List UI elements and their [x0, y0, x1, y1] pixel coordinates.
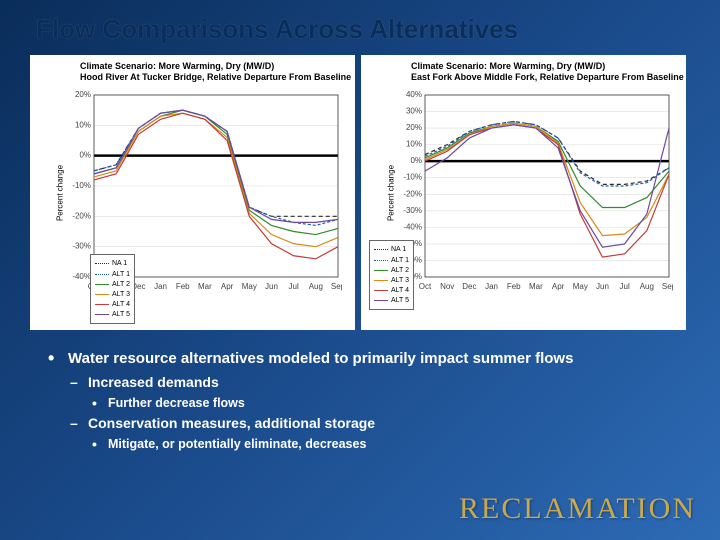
svg-text:Jun: Jun — [265, 282, 278, 291]
legend-item: ALT 1 — [374, 256, 409, 265]
left-legend: NA 1 ALT 1ALT 2ALT 3ALT 4ALT 5 — [90, 254, 135, 324]
svg-text:Aug: Aug — [309, 282, 323, 291]
svg-text:-10%: -10% — [403, 173, 422, 182]
right-chart-panel: Climate Scenario: More Warming, Dry (MW/… — [361, 55, 686, 330]
svg-text:-20%: -20% — [403, 189, 422, 198]
svg-text:May: May — [242, 282, 257, 291]
svg-text:Sep: Sep — [662, 282, 673, 291]
svg-text:10%: 10% — [75, 120, 91, 129]
svg-text:0%: 0% — [410, 156, 422, 165]
svg-text:Feb: Feb — [507, 282, 521, 291]
right-y-axis-label: Percent change — [387, 164, 396, 220]
page-title: Flow Comparisons Across Alternatives — [0, 0, 720, 45]
svg-text:-10%: -10% — [72, 181, 91, 190]
legend-item: ALT 3 — [95, 290, 130, 299]
svg-text:Jan: Jan — [154, 282, 167, 291]
svg-text:May: May — [573, 282, 588, 291]
right-chart-svg: -70%-60%-50%-40%-30%-20%-10%0%10%20%30%4… — [403, 91, 673, 291]
svg-text:Jul: Jul — [620, 282, 630, 291]
svg-text:-20%: -20% — [72, 211, 91, 220]
legend-item: ALT 3 — [374, 276, 409, 285]
svg-text:10%: 10% — [406, 140, 422, 149]
bullet-1b: Conservation measures, additional storag… — [48, 414, 680, 434]
bullet-1: Water resource alternatives modeled to p… — [48, 348, 680, 369]
legend-item: NA 1 — [95, 259, 130, 268]
svg-text:Jul: Jul — [289, 282, 299, 291]
svg-text:Mar: Mar — [529, 282, 543, 291]
svg-text:Feb: Feb — [176, 282, 190, 291]
bullet-1b1: Mitigate, or potentially eliminate, decr… — [48, 436, 680, 454]
svg-text:Nov: Nov — [440, 282, 454, 291]
legend-item: ALT 1 — [95, 270, 130, 279]
svg-text:-40%: -40% — [72, 272, 91, 281]
right-chart-title-l1: Climate Scenario: More Warming, Dry (MW/… — [411, 61, 686, 72]
legend-item: ALT 4 — [374, 286, 409, 295]
svg-text:40%: 40% — [406, 91, 422, 99]
left-chart-title: Climate Scenario: More Warming, Dry (MW/… — [30, 55, 355, 84]
left-chart-title-l1: Climate Scenario: More Warming, Dry (MW/… — [80, 61, 355, 72]
svg-text:30%: 30% — [406, 107, 422, 116]
charts-row: Climate Scenario: More Warming, Dry (MW/… — [0, 45, 720, 330]
svg-text:Jan: Jan — [485, 282, 498, 291]
legend-item: ALT 2 — [374, 266, 409, 275]
legend-item: ALT 2 — [95, 280, 130, 289]
svg-text:-40%: -40% — [403, 222, 422, 231]
svg-text:Oct: Oct — [419, 282, 432, 291]
right-chart-title-l2: East Fork Above Middle Fork, Relative De… — [411, 72, 686, 83]
svg-text:-30%: -30% — [403, 206, 422, 215]
svg-text:Mar: Mar — [198, 282, 212, 291]
left-chart-panel: Climate Scenario: More Warming, Dry (MW/… — [30, 55, 355, 330]
bullet-1a: Increased demands — [48, 373, 680, 393]
svg-text:Aug: Aug — [640, 282, 654, 291]
svg-text:20%: 20% — [75, 91, 91, 99]
left-y-axis-label: Percent change — [56, 164, 65, 220]
right-legend: NA 1 ALT 1ALT 2ALT 3ALT 4ALT 5 — [369, 240, 414, 310]
svg-text:20%: 20% — [406, 123, 422, 132]
svg-text:Jun: Jun — [596, 282, 609, 291]
svg-text:Apr: Apr — [552, 282, 565, 291]
svg-text:Sep: Sep — [331, 282, 342, 291]
legend-item: ALT 5 — [95, 310, 130, 319]
left-chart-title-l2: Hood River At Tucker Bridge, Relative De… — [80, 72, 355, 83]
bullet-block: Water resource alternatives modeled to p… — [0, 330, 720, 453]
bullet-1a1: Further decrease flows — [48, 395, 680, 413]
legend-item: NA 1 — [374, 245, 409, 254]
legend-item: ALT 5 — [374, 296, 409, 305]
svg-text:Apr: Apr — [221, 282, 234, 291]
svg-text:-30%: -30% — [72, 242, 91, 251]
reclamation-logo: RECLAMATION — [459, 492, 696, 526]
right-chart-title: Climate Scenario: More Warming, Dry (MW/… — [361, 55, 686, 84]
svg-text:0%: 0% — [79, 151, 91, 160]
svg-text:Dec: Dec — [462, 282, 476, 291]
legend-item: ALT 4 — [95, 300, 130, 309]
